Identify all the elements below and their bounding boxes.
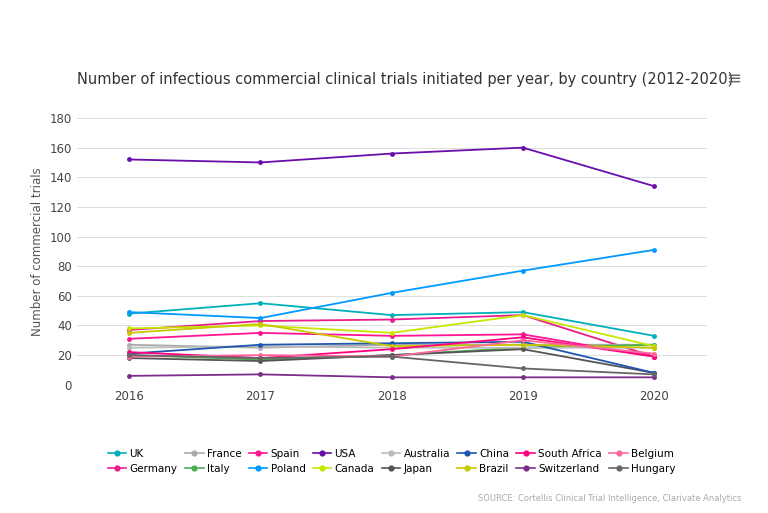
- Y-axis label: Number of commercial trials: Number of commercial trials: [31, 167, 44, 336]
- Text: SOURCE: Cortellis Clinical Trial Intelligence, Clarivate Analytics: SOURCE: Cortellis Clinical Trial Intelli…: [478, 494, 741, 503]
- Text: ≡: ≡: [726, 69, 741, 87]
- Legend: UK, Germany, France, Italy, Spain, Poland, USA, Canada, Australia, Japan, China,: UK, Germany, France, Italy, Spain, Polan…: [108, 449, 676, 474]
- Text: Number of infectious commercial clinical trials initiated per year, by country (: Number of infectious commercial clinical…: [77, 72, 733, 87]
